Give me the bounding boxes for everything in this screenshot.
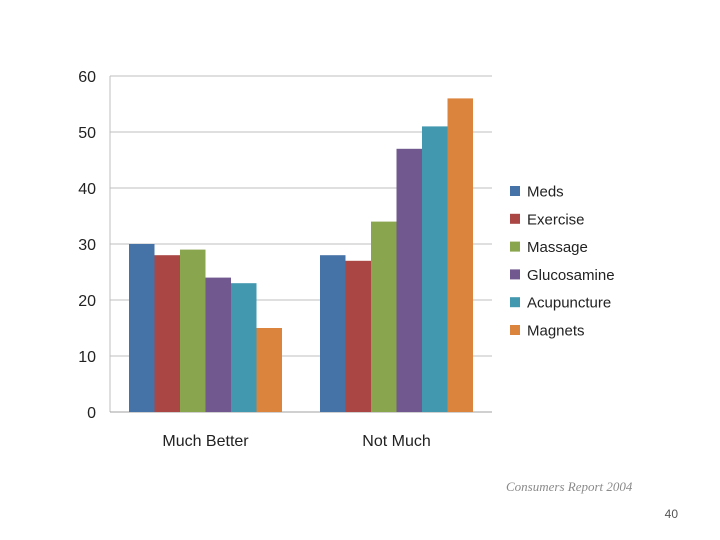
legend-label: Glucosamine (527, 267, 615, 284)
legend-swatch (510, 213, 520, 224)
category-labels: Much Better Not Much (162, 433, 430, 450)
legend-label: Massage (527, 239, 588, 256)
y-tick-label: 60 (78, 69, 96, 86)
bar-magnets-not-much (447, 98, 473, 413)
bar-meds-not-much (320, 255, 346, 412)
y-tick-label: 30 (78, 237, 96, 254)
bar-exercise-much-better (154, 255, 180, 412)
bar-meds-much-better (129, 244, 155, 412)
y-tick-label: 40 (78, 181, 96, 198)
bar-massage-not-much (371, 221, 397, 412)
legend-swatch (510, 297, 520, 308)
bar-magnets-much-better (256, 328, 282, 412)
legend-swatch (510, 186, 520, 196)
y-tick-label: 50 (78, 125, 96, 142)
bar-exercise-not-much (345, 260, 371, 412)
source-caption: Consumers Report 2004 (506, 479, 633, 494)
bar-glucosamine-not-much (396, 148, 422, 413)
bar-glucosamine-much-better (205, 277, 231, 412)
category-label: Much Better (162, 433, 249, 450)
y-tick-label: 20 (78, 293, 96, 310)
bars (129, 98, 473, 413)
legend-label: Exercise (527, 211, 585, 228)
legend-swatch (510, 241, 520, 252)
bar-massage-much-better (180, 249, 206, 412)
legend-swatch (510, 325, 520, 335)
legend-label: Meds (527, 184, 564, 201)
page-number: 40 (664, 507, 678, 521)
bar-acupuncture-much-better (231, 283, 257, 412)
legend: Meds Exercise Massage Glucosamine Acupunctur… (510, 184, 615, 340)
legend-swatch (510, 269, 520, 280)
y-tick-label: 10 (78, 349, 96, 366)
legend-label: Magnets (527, 323, 585, 340)
y-tick-label: 0 (87, 405, 96, 422)
bar-acupuncture-not-much (422, 126, 448, 413)
legend-label: Acupuncture (527, 295, 611, 312)
category-label: Not Much (362, 433, 430, 450)
y-axis-ticks: 0 10 20 30 40 50 60 (78, 69, 96, 422)
